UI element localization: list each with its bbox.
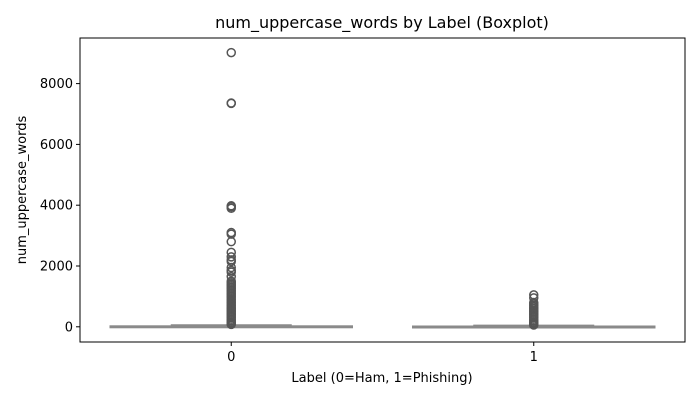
plot-area — [109, 47, 656, 330]
outlier-point — [226, 236, 236, 247]
outlier-point — [226, 203, 236, 213]
y-tick-label: 0 — [65, 320, 73, 335]
box-0 — [109, 47, 353, 330]
y-axis-title: num_uppercase_words — [15, 116, 30, 265]
chart-title: num_uppercase_words by Label (Boxplot) — [215, 13, 549, 33]
y-tick-label: 8000 — [40, 77, 73, 92]
outlier-point — [226, 98, 236, 109]
y-axis: 0 2000 4000 6000 8000 — [40, 77, 80, 335]
y-tick-label: 6000 — [40, 138, 73, 153]
x-axis-title: Label (0=Ham, 1=Phishing) — [291, 371, 472, 386]
outlier-point — [226, 256, 236, 267]
outlier-point — [529, 320, 539, 330]
y-tick-label: 2000 — [40, 260, 73, 275]
outlier-point — [226, 267, 236, 277]
x-tick-label: 1 — [530, 350, 538, 365]
plot-frame — [79, 37, 686, 343]
outlier-point — [226, 262, 236, 273]
outlier-point — [226, 252, 236, 262]
box-1 — [412, 290, 656, 330]
x-tick-label: 0 — [227, 350, 235, 365]
y-tick-label: 4000 — [40, 199, 73, 214]
outlier-point — [226, 319, 236, 330]
outlier-point — [226, 47, 236, 58]
